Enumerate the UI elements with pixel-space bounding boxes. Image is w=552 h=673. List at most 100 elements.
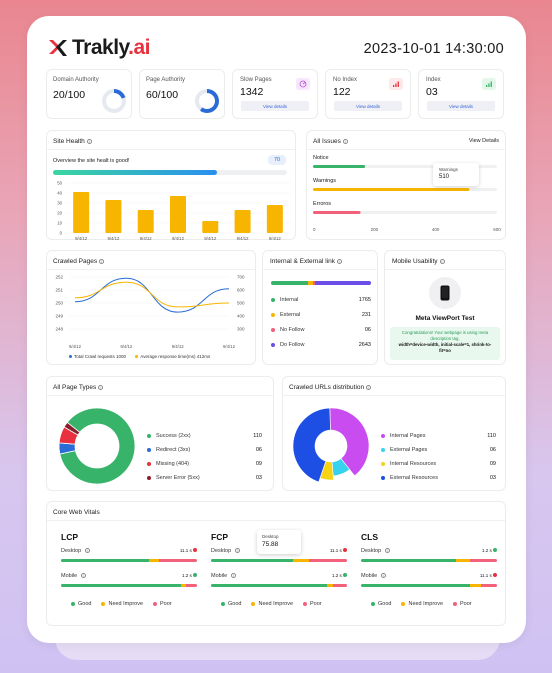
bar — [170, 196, 186, 233]
bar — [137, 210, 154, 233]
info-icon[interactable]: i — [99, 259, 105, 264]
legend-item: Redirect (3xx) 06 — [147, 447, 262, 461]
cwv-bar-segment — [333, 584, 347, 587]
x-tick-label: 9/4/12 — [120, 344, 133, 349]
page-types-legend: Success (2xx) 110 Redirect (3xx) 06 Missin… — [147, 433, 262, 489]
stat-title: Index — [426, 77, 441, 83]
info-icon[interactable]: i — [86, 139, 92, 144]
view-details-button[interactable]: View details — [241, 101, 309, 111]
x-tick-label: 0 — [313, 227, 316, 232]
check-icon — [193, 573, 197, 577]
info-icon[interactable]: i — [366, 385, 372, 390]
info-icon[interactable]: i — [384, 548, 390, 553]
phone-icon — [429, 277, 461, 309]
info-icon[interactable]: i — [342, 139, 348, 144]
y-tick-label: 252 — [55, 275, 63, 280]
links-bar-segment — [313, 281, 316, 285]
cwv-bar-segment — [469, 584, 481, 587]
domain-authority-gauge — [102, 89, 126, 113]
info-icon[interactable]: i — [80, 573, 86, 578]
desktop-bar — [61, 559, 197, 562]
mobile-bar — [61, 584, 197, 587]
y-tick-label: 0 — [60, 231, 63, 236]
info-icon[interactable]: i — [234, 548, 240, 553]
info-icon[interactable]: i — [337, 259, 343, 264]
metric-name: FCP — [211, 532, 228, 542]
info-icon[interactable]: i — [439, 259, 445, 264]
links-panel: Internal & External link i Internal 1765 E… — [262, 250, 378, 365]
mobile-bar — [361, 584, 497, 587]
y2-tick-label: 700 — [237, 275, 245, 280]
section-title: Core Web Vitals — [53, 509, 100, 516]
datetime: 2023-10-01 14:30:00 — [363, 41, 504, 57]
view-details-button[interactable]: View details — [334, 101, 402, 111]
view-details-link[interactable]: View Details — [468, 138, 499, 144]
list-item: Do Follow 2643 — [271, 342, 371, 357]
desktop-bar — [361, 559, 497, 562]
cwv-bar-segment — [480, 584, 497, 587]
chart-icon — [389, 78, 403, 90]
issue-label: Notice — [313, 155, 329, 161]
issue-bar — [313, 211, 361, 214]
cwv-bar-segment — [61, 559, 150, 562]
cwv-metric-fcp: FCP Desktop i 11.1 s Mobile i 1.2 s Good Nee… — [211, 530, 347, 622]
info-icon[interactable]: i — [84, 548, 90, 553]
stat-page-authority: Page Authority 60/100 — [139, 69, 225, 119]
list-item: External 231 — [271, 312, 371, 327]
cwv-bar-segment — [361, 559, 457, 562]
cwv-tooltip: Desktop 75.88 — [257, 530, 301, 554]
legend-item: Internal Resources 09 — [381, 461, 496, 475]
x-tick-label: 9/4/12 — [237, 236, 250, 241]
desktop-bar — [211, 559, 347, 562]
x-tick-label: 9/4/12 — [107, 236, 120, 241]
x-tick-label: 9/4/12 — [172, 236, 185, 241]
stat-value: 20/100 — [53, 89, 86, 101]
y-tick-label: 250 — [55, 301, 63, 306]
issue-label: Erroros — [313, 201, 331, 207]
cwv-legend: Good Need Improve Poor — [71, 601, 182, 607]
bar — [234, 210, 251, 233]
view-details-button[interactable]: View details — [427, 101, 495, 111]
donut-slice — [329, 407, 370, 477]
cwv-bar-segment — [211, 559, 293, 562]
stat-value: 122 — [333, 86, 351, 98]
donut-slice — [59, 407, 136, 485]
page-types-panel: All Page Types i Success (2xx) 110 Redirec… — [46, 376, 274, 491]
all-issues-bar-chart: Notice Warnings Erroros 0 200 400 600 — [313, 155, 501, 232]
cwv-bar-segment — [211, 584, 327, 587]
stat-domain-authority: Domain Authority 20/100 — [46, 69, 132, 119]
desktop-value: 11.1 s — [330, 548, 347, 553]
desktop-label: Desktop i — [361, 548, 390, 554]
stat-value: 1342 — [240, 86, 264, 98]
donut-slice — [63, 421, 81, 436]
alert-icon — [343, 548, 347, 552]
cwv-legend: Good Need Improve Poor — [221, 601, 332, 607]
x-tick-label: 9/4/12 — [172, 344, 185, 349]
cwv-metric-lcp: LCP Desktop i 11.1 s Mobile i 1.2 s Good Nee… — [61, 532, 197, 622]
info-icon[interactable]: i — [230, 573, 236, 578]
info-icon[interactable]: i — [98, 385, 104, 390]
section-title: All Page Types i — [53, 384, 104, 391]
cwv-bar-segment — [158, 559, 197, 562]
section-title: Site Health i — [53, 138, 92, 145]
cwv-bar-segment — [149, 559, 159, 562]
y2-tick-label: 500 — [237, 301, 245, 306]
health-progress-fill — [53, 170, 217, 175]
info-icon[interactable]: i — [380, 573, 386, 578]
stat-title: Slow Pages — [240, 77, 272, 83]
section-title: Crawled Pages i — [53, 258, 105, 265]
cwv-legend: Good Need Improve Poor — [371, 601, 482, 607]
mobile-value: 1.2 s — [182, 573, 197, 578]
desktop-value: 1.2 s — [482, 548, 497, 553]
y-tick-label: 40 — [57, 191, 62, 196]
crawled-pages-panel: Crawled Pages i 252 700 251 600 250 500 249 400 2… — [46, 250, 256, 365]
legend-item: External Pages 06 — [381, 447, 496, 461]
mobile-bar — [211, 584, 347, 587]
series-line — [74, 281, 230, 308]
core-web-vitals-panel: Core Web Vitals LCP Desktop i 11.1 s Mobil… — [46, 501, 506, 626]
links-bar-segment — [308, 281, 314, 285]
legend-item: Success (2xx) 110 — [147, 433, 262, 447]
check-icon — [493, 548, 497, 552]
crawl-legend: Total Crawl requests 1000 Average respon… — [69, 354, 210, 359]
brand-logo[interactable]: Trakly.ai — [47, 36, 151, 60]
